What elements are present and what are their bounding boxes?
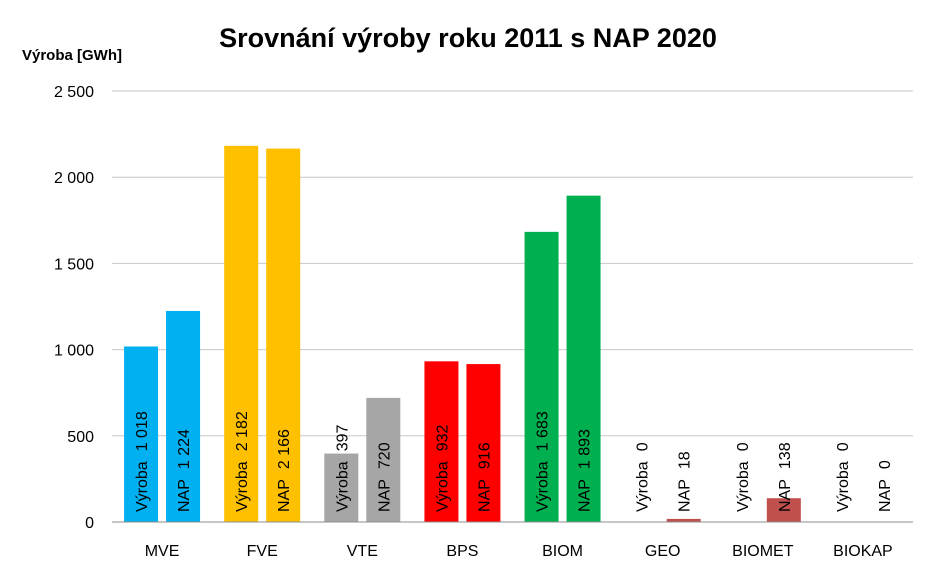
data-label: Výroba 1 683	[535, 411, 552, 512]
data-label-series: NAP	[577, 479, 594, 512]
data-label-value: 1 683	[535, 411, 552, 451]
data-label-series: NAP	[677, 479, 694, 512]
data-label: Výroba 397	[334, 425, 351, 513]
bar-nap	[766, 498, 801, 522]
data-label: NAP 18	[677, 451, 694, 512]
data-label-series: Výroba	[835, 461, 852, 512]
bar-výroba	[424, 361, 459, 522]
y-tick-label: 2 000	[54, 170, 94, 187]
data-label-series: NAP	[777, 479, 794, 512]
data-label-value: 1 893	[577, 429, 594, 469]
data-label-value: 1 224	[176, 429, 193, 469]
bar-výroba	[124, 346, 159, 522]
data-label-series: Výroba	[434, 461, 451, 512]
category-label: BIOMET	[732, 543, 794, 560]
data-labels: Výroba 1 018 NAP 1 224 Výroba 2 182 NAP 2 166 Vý…	[134, 411, 894, 512]
category-label: BPS	[446, 543, 478, 560]
data-label-value: 0	[835, 442, 852, 451]
data-label-series: NAP	[376, 479, 393, 512]
data-label-value: 18	[677, 451, 694, 469]
bar-výroba	[224, 145, 259, 523]
category-label: BIOM	[542, 543, 583, 560]
y-tick-label: 0	[85, 515, 94, 532]
data-label: NAP 720	[376, 442, 393, 512]
data-label-series: NAP	[276, 479, 293, 512]
data-label-value: 0	[635, 442, 652, 451]
category-label: FVE	[247, 543, 278, 560]
bar-nap	[566, 195, 601, 523]
data-label: NAP 2 166	[276, 429, 293, 512]
data-label-series: Výroba	[134, 461, 151, 512]
data-label-value: 916	[476, 442, 493, 469]
data-label-value: 720	[376, 442, 393, 469]
y-tick-label: 500	[67, 429, 94, 446]
data-label: NAP 138	[777, 442, 794, 512]
data-label: NAP 0	[877, 460, 894, 512]
bar-výroba	[524, 231, 559, 522]
y-tick-label: 2 500	[54, 84, 94, 101]
data-label-series: Výroba	[535, 461, 552, 512]
data-label-series: Výroba	[635, 461, 652, 512]
data-label-series: Výroba	[735, 461, 752, 512]
data-label-value: 1 018	[134, 411, 151, 451]
data-label-series: Výroba	[234, 461, 251, 512]
data-label: Výroba 0	[635, 442, 652, 512]
data-label-value: 2 182	[234, 411, 251, 451]
data-label-series: NAP	[877, 479, 894, 512]
bar-výroba	[324, 453, 359, 522]
bar-nap	[466, 364, 501, 522]
data-label-value: 0	[735, 442, 752, 451]
y-tick-label: 1 000	[54, 343, 94, 360]
data-label-series: Výroba	[334, 461, 351, 512]
data-label-value: 2 166	[276, 429, 293, 469]
category-label: MVE	[145, 543, 180, 560]
bars	[124, 145, 801, 523]
data-label: NAP 1 224	[176, 429, 193, 512]
data-label: Výroba 0	[835, 442, 852, 512]
data-label-series: NAP	[176, 479, 193, 512]
bar-nap	[266, 148, 301, 522]
data-label: Výroba 1 018	[134, 411, 151, 512]
category-label: GEO	[645, 543, 681, 560]
bar-nap	[166, 310, 201, 522]
data-label: Výroba 932	[434, 425, 451, 513]
data-label-value: 397	[334, 425, 351, 452]
data-label-value: 0	[877, 460, 894, 469]
category-labels: MVE FVE VTE BPS BIOM GEO BIOMET BIOKAP	[145, 543, 893, 560]
bar-nap	[666, 518, 701, 522]
data-label-value: 932	[434, 425, 451, 452]
y-axis-label: Výroba [GWh]	[22, 47, 122, 64]
y-tick-label: 1 500	[54, 256, 94, 273]
chart-title: Srovnání výroby roku 2011 s NAP 2020	[219, 23, 717, 53]
bar-nap	[366, 397, 401, 522]
data-label: Výroba 2 182	[234, 411, 251, 512]
data-label-series: NAP	[476, 479, 493, 512]
category-label: VTE	[347, 543, 378, 560]
data-label: NAP 916	[476, 442, 493, 512]
data-label: Výroba 0	[735, 442, 752, 512]
y-tick-labels: 0 500 1 000 1 500 2 000 2 500	[54, 84, 94, 532]
data-label-value: 138	[777, 442, 794, 469]
data-label: NAP 1 893	[577, 429, 594, 512]
category-label: BIOKAP	[833, 543, 893, 560]
